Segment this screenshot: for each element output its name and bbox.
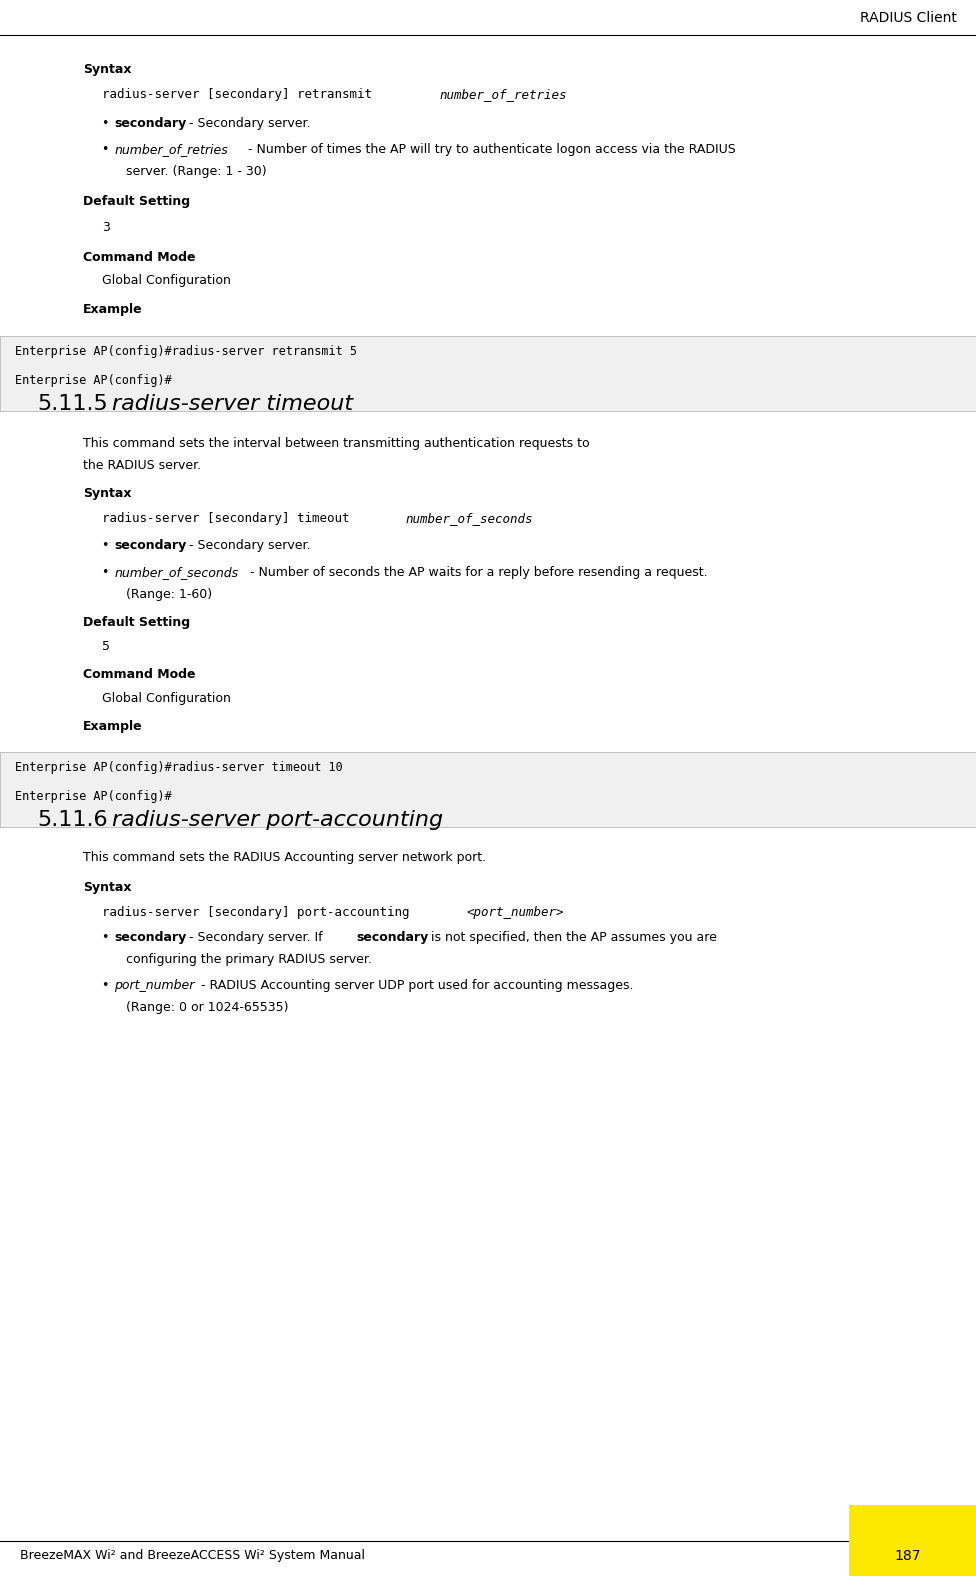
Text: 3: 3 <box>102 221 110 233</box>
Text: This command sets the interval between transmitting authentication requests to: This command sets the interval between t… <box>83 437 590 449</box>
Text: Syntax: Syntax <box>83 63 132 76</box>
Text: Command Mode: Command Mode <box>83 668 195 681</box>
Text: Global Configuration: Global Configuration <box>102 692 231 704</box>
Text: 5.11.5: 5.11.5 <box>37 394 107 414</box>
Text: Enterprise AP(config)#: Enterprise AP(config)# <box>15 374 172 386</box>
Text: •: • <box>102 979 114 991</box>
Text: Default Setting: Default Setting <box>83 195 190 208</box>
Text: number_of_retries: number_of_retries <box>114 143 228 156</box>
Text: (Range: 0 or 1024-65535): (Range: 0 or 1024-65535) <box>126 1001 288 1013</box>
Text: - Secondary server. If: - Secondary server. If <box>185 931 327 944</box>
Text: radius-server [secondary] timeout: radius-server [secondary] timeout <box>102 512 357 525</box>
Text: Syntax: Syntax <box>83 487 132 500</box>
Text: 5.11.6: 5.11.6 <box>37 810 107 831</box>
Text: This command sets the RADIUS Accounting server network port.: This command sets the RADIUS Accounting … <box>83 851 486 864</box>
Text: radius-server timeout: radius-server timeout <box>112 394 353 414</box>
Text: Example: Example <box>83 720 142 733</box>
Text: server. (Range: 1 - 30): server. (Range: 1 - 30) <box>126 165 266 178</box>
Text: RADIUS Client: RADIUS Client <box>860 11 956 25</box>
Text: secondary: secondary <box>356 931 428 944</box>
Text: Example: Example <box>83 303 142 315</box>
Text: radius-server [secondary] retransmit: radius-server [secondary] retransmit <box>102 88 380 101</box>
Text: - Secondary server.: - Secondary server. <box>185 117 311 129</box>
Text: 187: 187 <box>894 1549 921 1562</box>
Text: Enterprise AP(config)#radius-server timeout 10: Enterprise AP(config)#radius-server time… <box>15 761 343 774</box>
Text: BreezeMAX Wi² and BreezeACCESS Wi² System Manual: BreezeMAX Wi² and BreezeACCESS Wi² Syste… <box>20 1549 364 1562</box>
Text: - Secondary server.: - Secondary server. <box>185 539 311 552</box>
Text: - Number of times the AP will try to authenticate logon access via the RADIUS: - Number of times the AP will try to aut… <box>244 143 736 156</box>
FancyBboxPatch shape <box>849 1505 976 1576</box>
Text: Syntax: Syntax <box>83 881 132 894</box>
Text: configuring the primary RADIUS server.: configuring the primary RADIUS server. <box>126 953 372 966</box>
Text: secondary: secondary <box>114 539 186 552</box>
Text: Command Mode: Command Mode <box>83 251 195 263</box>
Text: - Number of seconds the AP waits for a reply before resending a request.: - Number of seconds the AP waits for a r… <box>246 566 708 578</box>
Text: number_of_seconds: number_of_seconds <box>114 566 238 578</box>
Text: •: • <box>102 117 114 129</box>
FancyBboxPatch shape <box>0 752 976 827</box>
Text: is not specified, then the AP assumes you are: is not specified, then the AP assumes yo… <box>427 931 717 944</box>
Text: Enterprise AP(config)#radius-server retransmit 5: Enterprise AP(config)#radius-server retr… <box>15 345 356 358</box>
Text: radius-server port-accounting: radius-server port-accounting <box>112 810 443 831</box>
Text: Default Setting: Default Setting <box>83 616 190 629</box>
Text: •: • <box>102 566 114 578</box>
Text: the RADIUS server.: the RADIUS server. <box>83 459 201 471</box>
Text: •: • <box>102 143 114 156</box>
Text: <port_number>: <port_number> <box>467 906 564 919</box>
Text: radius-server [secondary] port-accounting: radius-server [secondary] port-accountin… <box>102 906 418 919</box>
Text: (Range: 1-60): (Range: 1-60) <box>126 588 212 600</box>
Text: number_of_seconds: number_of_seconds <box>405 512 533 525</box>
Text: secondary: secondary <box>114 117 186 129</box>
Text: Global Configuration: Global Configuration <box>102 274 231 287</box>
Text: port_number: port_number <box>114 979 194 991</box>
Text: number_of_retries: number_of_retries <box>439 88 567 101</box>
Text: secondary: secondary <box>114 931 186 944</box>
Text: •: • <box>102 539 114 552</box>
Text: •: • <box>102 931 114 944</box>
Text: - RADIUS Accounting server UDP port used for accounting messages.: - RADIUS Accounting server UDP port used… <box>197 979 633 991</box>
FancyBboxPatch shape <box>0 336 976 411</box>
Text: Enterprise AP(config)#: Enterprise AP(config)# <box>15 790 172 802</box>
Text: 5: 5 <box>102 640 110 652</box>
